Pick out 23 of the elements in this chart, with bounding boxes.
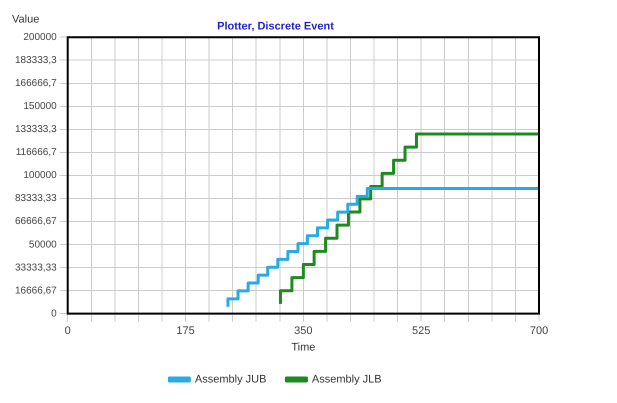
y-tick-label: 66666,67 bbox=[14, 216, 58, 228]
y-tick-label: 183333,3 bbox=[14, 54, 58, 66]
y-tick-label: 133333,3 bbox=[14, 124, 58, 136]
x-tick-label: 700 bbox=[530, 325, 548, 338]
y-tick-label: 50000 bbox=[28, 239, 58, 250]
y-tick-label: 33333,33 bbox=[14, 262, 58, 274]
chart-title: Plotter, Discrete Event bbox=[217, 20, 334, 33]
y-tick-label: 166666,7 bbox=[14, 78, 58, 90]
y-axis-title: Value bbox=[12, 14, 40, 26]
x-axis-title: Time bbox=[291, 341, 316, 354]
y-tick-label: 100000 bbox=[23, 170, 58, 182]
y-tick-label: 16666,67 bbox=[14, 285, 58, 296]
y-tick-label: 83333,33 bbox=[14, 193, 58, 204]
legend-label: Assembly JLB bbox=[312, 374, 382, 386]
x-tick-label: 525 bbox=[412, 325, 430, 338]
x-tick-label: 175 bbox=[176, 325, 195, 338]
legend-label: Assembly JUB bbox=[194, 374, 266, 386]
y-tick-label: 0 bbox=[51, 308, 58, 320]
x-tick-label: 0 bbox=[64, 325, 71, 338]
y-tick-label: 200000 bbox=[23, 32, 58, 43]
y-tick-label: 150000 bbox=[23, 101, 58, 112]
y-tick-label: 116666,7 bbox=[16, 147, 58, 158]
x-tick-label: 350 bbox=[294, 325, 313, 338]
